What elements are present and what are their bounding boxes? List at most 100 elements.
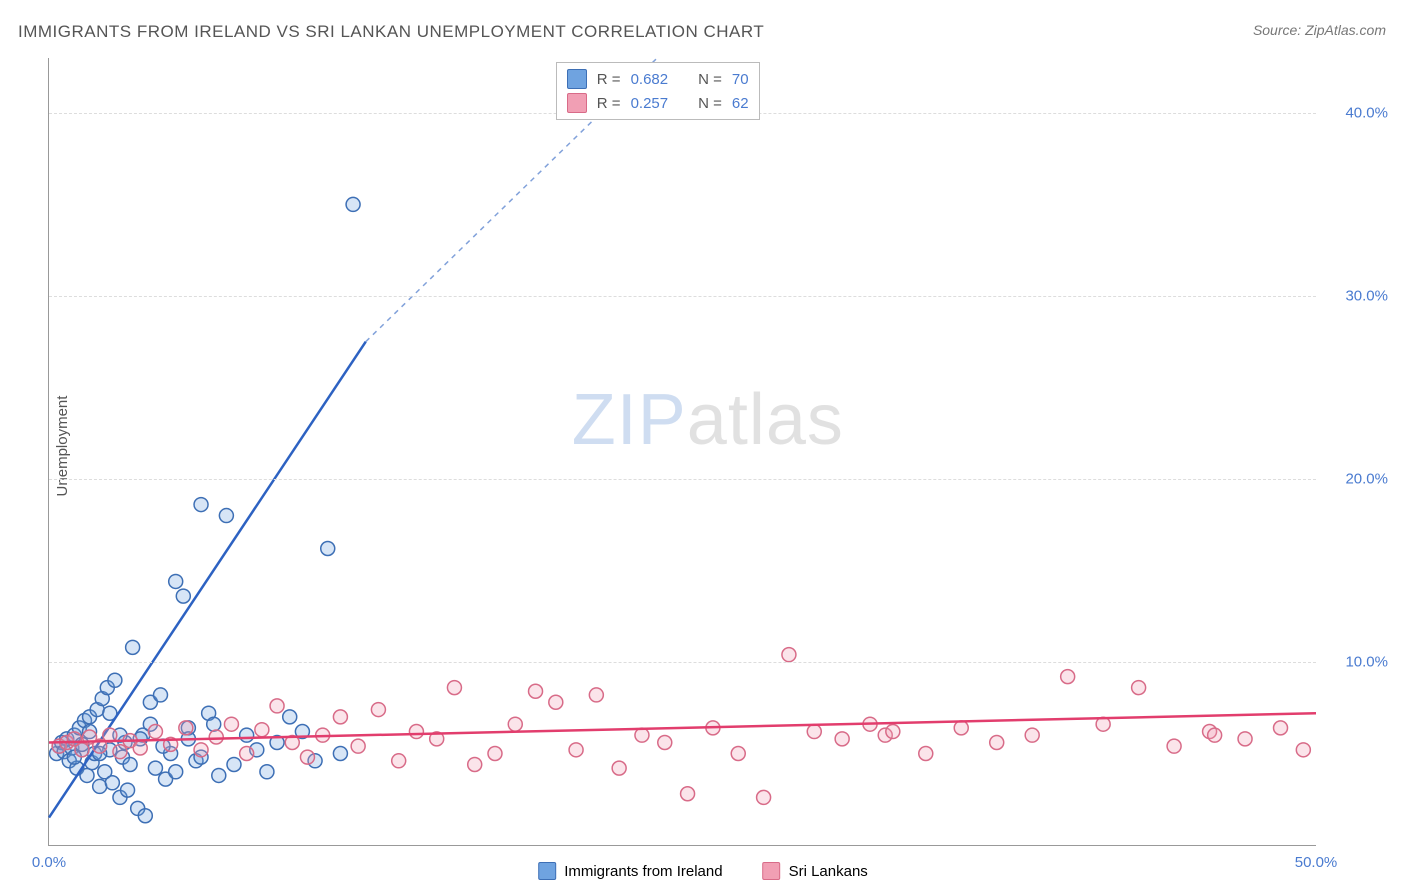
data-point-ireland — [169, 574, 183, 588]
data-point-srilanka — [658, 736, 672, 750]
data-point-srilanka — [209, 730, 223, 744]
data-point-srilanka — [835, 732, 849, 746]
data-point-srilanka — [1296, 743, 1310, 757]
data-point-srilanka — [782, 648, 796, 662]
data-point-srilanka — [990, 736, 1004, 750]
data-point-ireland — [207, 717, 221, 731]
data-point-srilanka — [919, 746, 933, 760]
stats-legend: R = 0.682 N = 70 R = 0.257 N = 62 — [556, 62, 760, 120]
stats-r-value-srilanka: 0.257 — [631, 95, 669, 112]
stats-r-label: R = — [597, 71, 621, 88]
legend-item-ireland: Immigrants from Ireland — [538, 862, 722, 880]
stats-swatch-ireland — [567, 69, 587, 89]
stats-n-value-srilanka: 62 — [732, 95, 749, 112]
data-point-srilanka — [133, 741, 147, 755]
data-point-ireland — [283, 710, 297, 724]
x-tick-label: 0.0% — [32, 854, 66, 871]
data-point-ireland — [123, 757, 137, 771]
data-point-srilanka — [371, 703, 385, 717]
trend-line-srilanka — [49, 713, 1316, 742]
data-point-srilanka — [635, 728, 649, 742]
data-point-srilanka — [300, 750, 314, 764]
data-point-srilanka — [1025, 728, 1039, 742]
stats-r-value-ireland: 0.682 — [631, 71, 669, 88]
data-point-srilanka — [75, 743, 89, 757]
stats-swatch-srilanka — [567, 93, 587, 113]
data-point-ireland — [333, 746, 347, 760]
data-point-srilanka — [255, 723, 269, 737]
data-point-ireland — [108, 673, 122, 687]
data-point-srilanka — [886, 725, 900, 739]
series-legend: Immigrants from Ireland Sri Lankans — [538, 862, 868, 880]
data-point-ireland — [240, 728, 254, 742]
data-point-ireland — [212, 768, 226, 782]
data-point-ireland — [126, 640, 140, 654]
data-point-srilanka — [1132, 681, 1146, 695]
data-point-srilanka — [488, 746, 502, 760]
data-point-srilanka — [508, 717, 522, 731]
chart-plot-area: ZIPatlas R =0.682N =70R =0.257N =62 10.0… — [48, 58, 1316, 846]
data-point-srilanka — [569, 743, 583, 757]
data-point-srilanka — [333, 710, 347, 724]
data-point-ireland — [153, 688, 167, 702]
stats-n-label: N = — [698, 95, 722, 112]
y-tick-label: 10.0% — [1345, 653, 1388, 670]
stats-n-value-ireland: 70 — [732, 71, 749, 88]
chart-title: IMMIGRANTS FROM IRELAND VS SRI LANKAN UN… — [18, 22, 764, 42]
data-point-srilanka — [468, 757, 482, 771]
data-point-srilanka — [1274, 721, 1288, 735]
data-point-ireland — [346, 197, 360, 211]
y-tick-label: 30.0% — [1345, 287, 1388, 304]
y-tick-label: 40.0% — [1345, 104, 1388, 121]
data-point-ireland — [194, 498, 208, 512]
data-point-srilanka — [529, 684, 543, 698]
data-point-ireland — [148, 761, 162, 775]
data-point-ireland — [219, 509, 233, 523]
data-point-ireland — [227, 757, 241, 771]
data-point-srilanka — [240, 746, 254, 760]
data-point-ireland — [93, 779, 107, 793]
stats-r-label: R = — [597, 95, 621, 112]
data-point-srilanka — [954, 721, 968, 735]
data-point-srilanka — [224, 717, 238, 731]
data-point-srilanka — [549, 695, 563, 709]
legend-item-srilanka: Sri Lankans — [763, 862, 868, 880]
data-point-srilanka — [179, 721, 193, 735]
legend-label-srilanka: Sri Lankans — [789, 863, 868, 880]
data-point-ireland — [176, 589, 190, 603]
scatter-plot-svg — [49, 58, 1316, 845]
data-point-ireland — [321, 542, 335, 556]
data-point-srilanka — [194, 743, 208, 757]
data-point-srilanka — [447, 681, 461, 695]
data-point-srilanka — [148, 725, 162, 739]
data-point-srilanka — [757, 790, 771, 804]
data-point-srilanka — [1238, 732, 1252, 746]
data-point-ireland — [169, 765, 183, 779]
data-point-srilanka — [807, 725, 821, 739]
data-point-ireland — [138, 809, 152, 823]
x-tick-label: 50.0% — [1295, 854, 1338, 871]
data-point-srilanka — [113, 745, 127, 759]
data-point-srilanka — [392, 754, 406, 768]
stats-row-srilanka: R = 0.257 N = 62 — [567, 91, 749, 115]
data-point-ireland — [105, 776, 119, 790]
legend-swatch-srilanka — [763, 862, 781, 880]
stats-row-ireland: R = 0.682 N = 70 — [567, 67, 749, 91]
source-attribution: Source: ZipAtlas.com — [1253, 22, 1386, 38]
data-point-srilanka — [409, 725, 423, 739]
data-point-ireland — [80, 768, 94, 782]
data-point-ireland — [121, 783, 135, 797]
data-point-srilanka — [681, 787, 695, 801]
data-point-ireland — [260, 765, 274, 779]
legend-label-ireland: Immigrants from Ireland — [564, 863, 722, 880]
data-point-srilanka — [270, 699, 284, 713]
data-point-srilanka — [589, 688, 603, 702]
data-point-srilanka — [1061, 670, 1075, 684]
data-point-srilanka — [1208, 728, 1222, 742]
data-point-srilanka — [612, 761, 626, 775]
legend-swatch-ireland — [538, 862, 556, 880]
y-tick-label: 20.0% — [1345, 470, 1388, 487]
data-point-srilanka — [1167, 739, 1181, 753]
data-point-srilanka — [351, 739, 365, 753]
stats-n-label: N = — [698, 71, 722, 88]
